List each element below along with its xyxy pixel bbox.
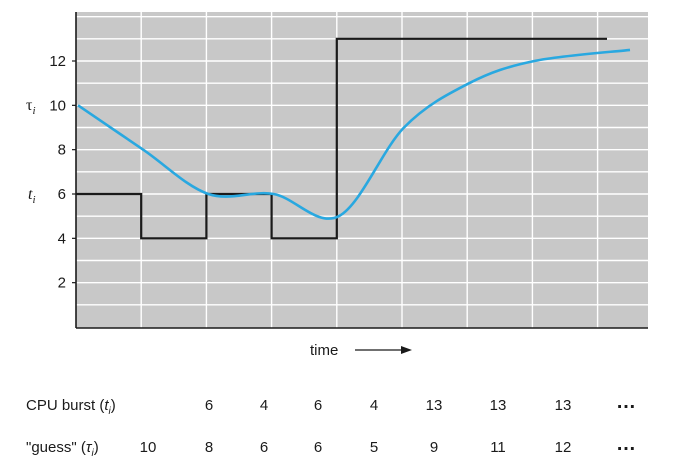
x-axis-arrow	[355, 346, 412, 354]
y-tick-label: 6	[58, 186, 66, 203]
y-ticks: 2 4 6 8 10 12	[49, 53, 76, 292]
table-cell: 8	[204, 439, 214, 456]
table-cell: 4	[259, 397, 269, 414]
tau-axis-symbol: τi	[26, 97, 36, 117]
y-tick-label: 12	[49, 53, 66, 70]
table-cell: 9	[429, 439, 439, 456]
continuation-dots: …	[616, 391, 637, 413]
guess-curve	[77, 48, 631, 220]
continuation-dots: …	[616, 433, 637, 455]
plot-area	[76, 12, 648, 328]
table-cell: 12	[554, 439, 572, 456]
y-tick-label: 10	[49, 97, 66, 114]
cpu-burst-line	[76, 37, 607, 240]
cpu-burst-row-label: CPU burst (ti)	[26, 397, 116, 417]
t-axis-symbol: ti	[28, 186, 36, 206]
table-cell: 13	[554, 397, 572, 414]
burst-prediction-chart: 2 4 6 8 10 12 time τi ti	[26, 12, 648, 359]
table-cell: 5	[369, 439, 379, 456]
table-cell: 13	[489, 397, 507, 414]
series-layer	[76, 37, 631, 240]
table-cell: 13	[425, 397, 443, 414]
table-cell: 6	[204, 397, 214, 414]
x-axis-label: time	[310, 342, 338, 359]
y-tick-label: 4	[58, 230, 66, 247]
table-cell: 6	[313, 439, 323, 456]
table-cell: 4	[369, 397, 379, 414]
axes	[75, 12, 648, 329]
y-tick-label: 8	[58, 142, 66, 159]
table-cell: 6	[313, 397, 323, 414]
y-tick-label: 2	[58, 275, 66, 292]
table-cell: 11	[490, 439, 506, 456]
table-cell: 6	[259, 439, 269, 456]
guess-row-label: "guess" (τi)	[26, 439, 99, 459]
table-cell: 10	[139, 439, 157, 456]
